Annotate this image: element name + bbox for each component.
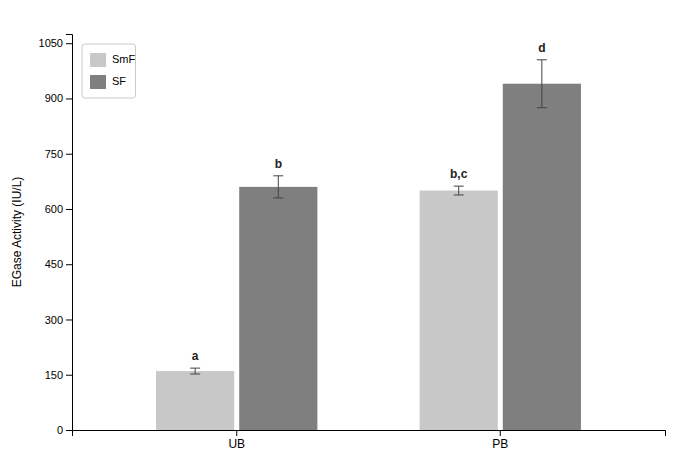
error-bar: [537, 60, 547, 108]
x-tick-mark: [236, 430, 237, 436]
x-tick-label: UB: [228, 437, 245, 451]
y-axis-line: [66, 35, 73, 431]
y-tick-mark: [66, 154, 72, 155]
annotation: a: [192, 349, 199, 363]
bar: [420, 191, 498, 430]
y-tick-mark: [66, 98, 72, 99]
legend-label: SF: [112, 75, 126, 87]
legend-box: [82, 44, 136, 98]
legend-item: SF: [90, 75, 126, 89]
y-axis-title: EGase Activity (IU/L): [10, 177, 24, 288]
error-bar-cap: [190, 368, 200, 369]
y-tick-label: 450: [45, 258, 63, 270]
error-bar-cap: [273, 175, 283, 176]
error-bar-line: [458, 186, 459, 195]
y-tick-label: 600: [45, 203, 63, 215]
plot-area: 0 150 300 450 600 750 900 1050 UB PB a b,c b d SmF SF: [39, 35, 666, 451]
bar: [503, 84, 581, 430]
y-tick: 900: [45, 92, 72, 104]
annotation: b: [275, 157, 282, 171]
error-bar: [273, 176, 283, 198]
error-bar: [454, 186, 464, 195]
x-tick-label: PB: [492, 437, 508, 451]
y-tick: 600: [45, 203, 72, 215]
y-tick-mark: [66, 430, 72, 431]
y-tick-mark: [66, 43, 72, 44]
y-tick: 1050: [39, 37, 72, 49]
error-bar-line: [195, 368, 196, 374]
y-tick-label: 1050: [39, 37, 63, 49]
error-bar: [190, 368, 200, 374]
legend-swatch: [90, 53, 106, 67]
error-bar-line: [541, 60, 542, 108]
y-tick: 750: [45, 148, 72, 160]
y-tick-mark: [66, 209, 72, 210]
annotations: a b,c b d: [192, 41, 546, 363]
y-tick-label: 300: [45, 314, 63, 326]
error-bar-cap: [454, 194, 464, 195]
x-axis: UB PB: [73, 430, 666, 451]
bar: [156, 371, 234, 430]
y-tick-mark: [66, 264, 72, 265]
y-tick-mark: [66, 375, 72, 376]
y-tick-mark: [66, 319, 72, 320]
y-axis: 0 150 300 450 600 750 900 1050: [39, 35, 73, 437]
annotation: d: [538, 41, 545, 55]
y-tick: 0: [57, 424, 72, 436]
marks: [156, 60, 581, 430]
y-tick-label: 150: [45, 369, 63, 381]
legend: SmF SF: [82, 44, 136, 98]
annotation: b,c: [450, 167, 468, 181]
y-tick: 450: [45, 258, 72, 270]
y-tick: 150: [45, 369, 72, 381]
legend-label: SmF: [112, 53, 136, 65]
x-tick: UB: [228, 430, 245, 451]
error-bar-cap: [537, 59, 547, 60]
error-bar-cap: [454, 186, 464, 187]
x-tick: PB: [492, 430, 508, 451]
x-tick-mark: [500, 430, 501, 436]
y-tick-label: 0: [57, 424, 63, 436]
chart: 0 150 300 450 600 750 900 1050 UB PB a b,c b d SmF SF EG…: [0, 0, 685, 474]
error-bar-cap: [537, 107, 547, 108]
y-tick-label: 750: [45, 148, 63, 160]
y-tick-label: 900: [45, 92, 63, 104]
error-bar-line: [278, 176, 279, 198]
legend-item: SmF: [90, 53, 136, 67]
error-bar-cap: [190, 374, 200, 375]
y-tick: 300: [45, 314, 72, 326]
legend-swatch: [90, 75, 106, 89]
bar: [239, 187, 317, 430]
error-bar-cap: [273, 197, 283, 198]
x-axis-line: [73, 431, 666, 437]
